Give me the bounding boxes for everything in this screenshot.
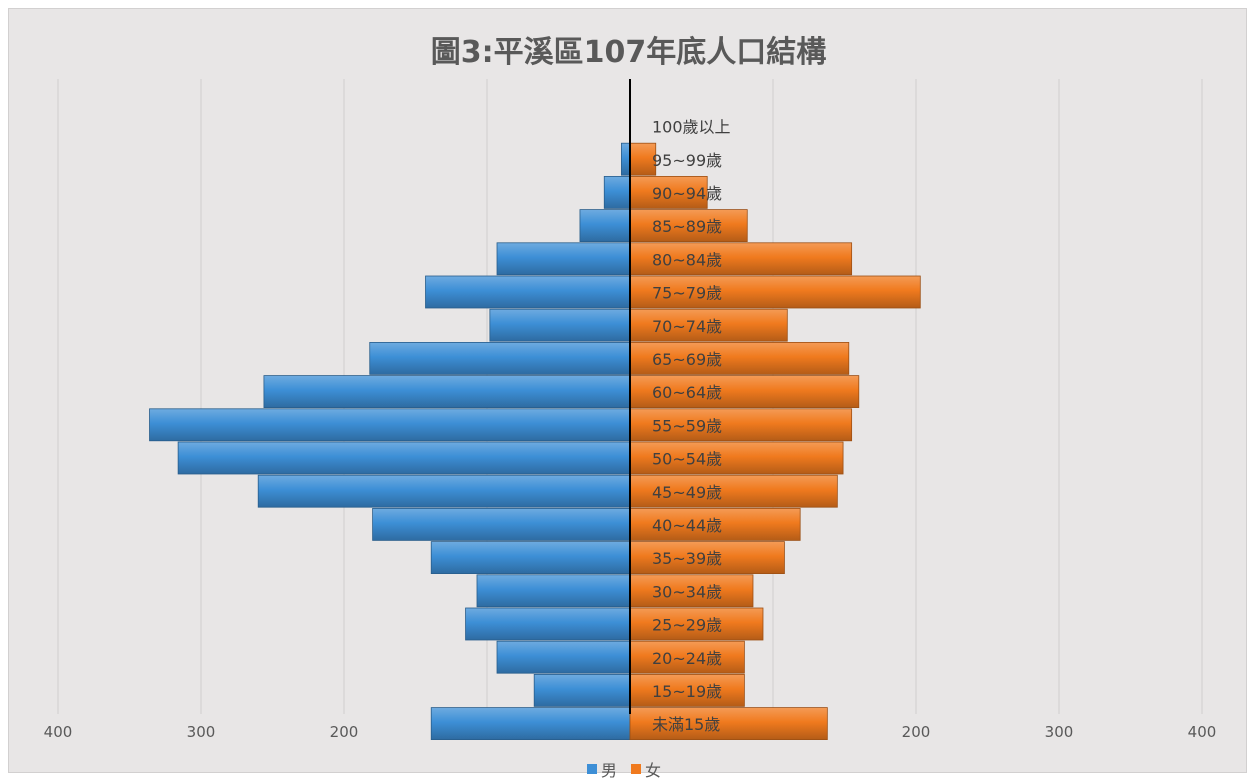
female-bar (629, 640, 745, 674)
age-group-label: 未滿15歲 (652, 715, 720, 734)
age-group-label: 50~54歲 (652, 450, 722, 469)
female-bar (629, 541, 785, 574)
female-bar (629, 474, 838, 508)
male-bar (430, 541, 631, 574)
x-tick-label: 200 (902, 723, 931, 741)
female-bar (629, 607, 764, 641)
female-bar (629, 707, 828, 740)
male-bar (263, 375, 631, 409)
male-bar (177, 441, 631, 475)
male-bar (369, 341, 631, 375)
legend: 男 女 (587, 757, 675, 781)
male-bar (489, 308, 631, 342)
x-tick-label: 400 (1188, 723, 1217, 741)
female-bar (629, 375, 860, 409)
male-bar (149, 408, 631, 442)
legend-item-male: 男 (587, 757, 617, 781)
female-bar (629, 242, 853, 276)
age-group-label: 85~89歲 (652, 217, 722, 236)
male-bar (372, 507, 631, 541)
legend-swatch-female (631, 764, 642, 774)
female-bar (629, 674, 745, 707)
age-group-label: 75~79歲 (652, 284, 722, 303)
age-group-label: 45~49歲 (652, 483, 722, 502)
male-bar (430, 707, 631, 740)
legend-label-male: 男 (601, 761, 618, 780)
age-group-label: 90~94歲 (652, 184, 722, 203)
chart-title: 圖3:平溪區107年底人口結構 (430, 35, 827, 70)
x-tick-label: 300 (1045, 723, 1074, 741)
age-group-label: 30~34歲 (652, 582, 722, 601)
age-group-label: 55~59歲 (652, 416, 722, 435)
male-bar (465, 607, 631, 641)
male-bar (257, 474, 631, 508)
female-bar (629, 308, 788, 342)
female-bar (629, 441, 844, 475)
female-bar (629, 142, 657, 176)
age-group-label: 95~99歲 (652, 151, 722, 170)
male-bar (579, 209, 631, 243)
age-group-label: 25~29歲 (652, 616, 722, 635)
male-bar (476, 574, 631, 608)
female-bar (629, 574, 754, 608)
age-group-label: 80~84歲 (652, 250, 722, 269)
male-bar (425, 275, 631, 309)
age-group-label: 70~74歲 (652, 317, 722, 336)
male-bar (603, 175, 631, 209)
male-bar (621, 142, 631, 176)
x-tick-label: 400 (44, 723, 73, 741)
female-bar (629, 175, 708, 209)
age-group-label: 20~24歲 (652, 649, 722, 668)
age-group-label: 15~19歲 (652, 682, 722, 701)
male-bar (496, 242, 631, 276)
x-tick-label: 200 (330, 723, 359, 741)
x-tick-label: 300 (187, 723, 216, 741)
female-bar (629, 209, 748, 243)
legend-swatch-male (587, 764, 597, 774)
legend-label-female: 女 (645, 761, 662, 780)
chart-frame: 圖3:平溪區107年底人口結構 400300200100010020030040… (8, 8, 1247, 780)
age-group-label: 65~69歲 (652, 350, 722, 369)
female-bar (629, 408, 853, 442)
population-pyramid-plot: 4003002001000100200300400100歲以上95~99歲90~… (44, 79, 1217, 741)
female-bar (629, 341, 850, 375)
age-group-label: 100歲以上 (652, 118, 731, 137)
legend-item-female: 女 (631, 757, 661, 781)
age-group-label: 35~39歲 (652, 549, 722, 568)
female-bar (629, 275, 921, 309)
female-bar (629, 507, 801, 541)
age-group-label: 40~44歲 (652, 516, 722, 535)
age-group-label: 60~64歲 (652, 383, 722, 402)
male-bar (496, 640, 631, 674)
male-bar (533, 674, 631, 707)
